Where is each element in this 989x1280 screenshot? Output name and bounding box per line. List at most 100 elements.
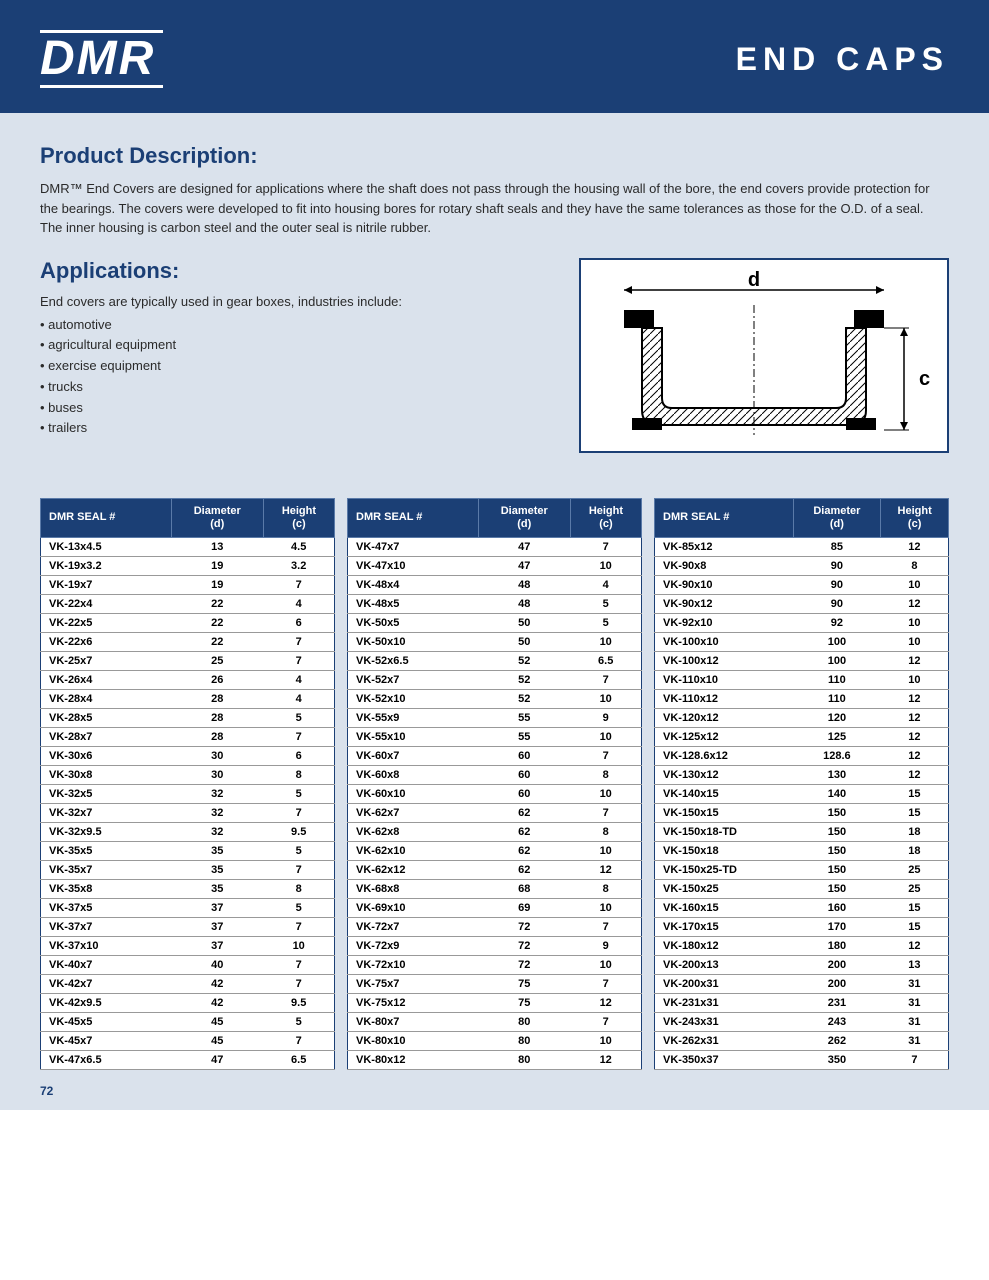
table-cell: VK-150x25-TD [655, 860, 794, 879]
table-cell: 18 [881, 822, 949, 841]
content-area: Product Description: DMR™ End Covers are… [0, 113, 989, 498]
table-cell: 8 [881, 556, 949, 575]
table-row: VK-85x128512 [655, 537, 949, 556]
table-cell: VK-60x10 [348, 784, 479, 803]
table-cell: 75 [478, 974, 570, 993]
product-description-heading: Product Description: [40, 143, 949, 169]
table-cell: VK-90x12 [655, 594, 794, 613]
table-cell: VK-47x7 [348, 537, 479, 556]
table-cell: 7 [570, 1012, 641, 1031]
table-row: VK-22x4224 [41, 594, 335, 613]
table-cell: 13 [171, 537, 263, 556]
table-cell: 130 [793, 765, 881, 784]
table-cell: 5 [263, 1012, 334, 1031]
table-cell: 12 [881, 689, 949, 708]
table-cell: VK-35x8 [41, 879, 172, 898]
table-cell: VK-50x10 [348, 632, 479, 651]
page-header: DMR END CAPS [0, 0, 989, 113]
table-row: VK-32x9.5329.5 [41, 822, 335, 841]
table-cell: 12 [881, 936, 949, 955]
table-cell: 200 [793, 955, 881, 974]
table-cell: 12 [881, 651, 949, 670]
brand-logo: DMR [40, 30, 163, 88]
product-description-text: DMR™ End Covers are designed for applica… [40, 179, 949, 238]
table-cell: 15 [881, 803, 949, 822]
table-cell: 140 [793, 784, 881, 803]
table-cell: 110 [793, 670, 881, 689]
table-row: VK-52x6.5526.5 [348, 651, 642, 670]
table-cell: 30 [171, 746, 263, 765]
table-cell: VK-200x13 [655, 955, 794, 974]
table-cell: 6 [263, 746, 334, 765]
table-cell: 10 [570, 955, 641, 974]
table-cell: 9.5 [263, 993, 334, 1012]
table-cell: 100 [793, 651, 881, 670]
table-row: VK-22x5226 [41, 613, 335, 632]
table-cell: 7 [570, 537, 641, 556]
table-cell: 350 [793, 1050, 881, 1069]
table-row: VK-130x1213012 [655, 765, 949, 784]
table-cell: VK-13x4.5 [41, 537, 172, 556]
table-cell: 10 [570, 784, 641, 803]
table-cell: 5 [263, 841, 334, 860]
table-cell: VK-90x10 [655, 575, 794, 594]
table-row: VK-35x7357 [41, 860, 335, 879]
table-cell: VK-200x31 [655, 974, 794, 993]
table-cell: VK-262x31 [655, 1031, 794, 1050]
table-cell: 7 [263, 1031, 334, 1050]
table-row: VK-62x8628 [348, 822, 642, 841]
table-cell: VK-37x5 [41, 898, 172, 917]
table-cell: 32 [171, 822, 263, 841]
table-cell: 4 [263, 670, 334, 689]
table-cell: 150 [793, 841, 881, 860]
table-row: VK-80x128012 [348, 1050, 642, 1069]
table-row: VK-160x1516015 [655, 898, 949, 917]
table-cell: 262 [793, 1031, 881, 1050]
tables-row: DMR SEAL #Diameter(d)Height(c)VK-13x4.51… [0, 498, 989, 1070]
table-row: VK-62x126212 [348, 860, 642, 879]
table-cell: VK-69x10 [348, 898, 479, 917]
table-cell: 12 [881, 765, 949, 784]
table-cell: 40 [171, 955, 263, 974]
table-cell: 120 [793, 708, 881, 727]
table-row: VK-150x1515015 [655, 803, 949, 822]
table-cell: VK-80x10 [348, 1031, 479, 1050]
table-cell: VK-85x12 [655, 537, 794, 556]
table-cell: 5 [570, 594, 641, 613]
table-cell: VK-32x5 [41, 784, 172, 803]
diagram-svg: d [594, 270, 934, 440]
table-cell: 12 [881, 727, 949, 746]
applications-left: Applications: End covers are typically u… [40, 258, 549, 453]
table-cell: 47 [478, 537, 570, 556]
table-header: Diameter(d) [478, 498, 570, 537]
table-row: VK-110x1011010 [655, 670, 949, 689]
table-row: VK-72x107210 [348, 955, 642, 974]
table-cell: 69 [478, 898, 570, 917]
table-row: VK-100x1010010 [655, 632, 949, 651]
table-row: VK-200x1320013 [655, 955, 949, 974]
table-cell: VK-32x9.5 [41, 822, 172, 841]
table-row: VK-52x105210 [348, 689, 642, 708]
table-cell: VK-42x9.5 [41, 993, 172, 1012]
table-row: VK-50x5505 [348, 613, 642, 632]
table-row: VK-75x127512 [348, 993, 642, 1012]
table-cell: 32 [171, 784, 263, 803]
table-cell: 12 [881, 537, 949, 556]
table-cell: VK-28x7 [41, 727, 172, 746]
table-cell: 12 [881, 708, 949, 727]
table-cell: 22 [171, 594, 263, 613]
table-row: VK-72x7727 [348, 917, 642, 936]
table-cell: 7 [263, 860, 334, 879]
table-cell: VK-35x7 [41, 860, 172, 879]
table-row: VK-47x104710 [348, 556, 642, 575]
table-cell: VK-30x6 [41, 746, 172, 765]
application-item: trucks [40, 377, 549, 398]
table-cell: 110 [793, 689, 881, 708]
spec-table: DMR SEAL #Diameter(d)Height(c)VK-13x4.51… [40, 498, 335, 1070]
table-cell: VK-350x37 [655, 1050, 794, 1069]
table-cell: VK-90x8 [655, 556, 794, 575]
table-cell: 22 [171, 613, 263, 632]
table-cell: 150 [793, 879, 881, 898]
application-item: automotive [40, 315, 549, 336]
table-cell: 9.5 [263, 822, 334, 841]
